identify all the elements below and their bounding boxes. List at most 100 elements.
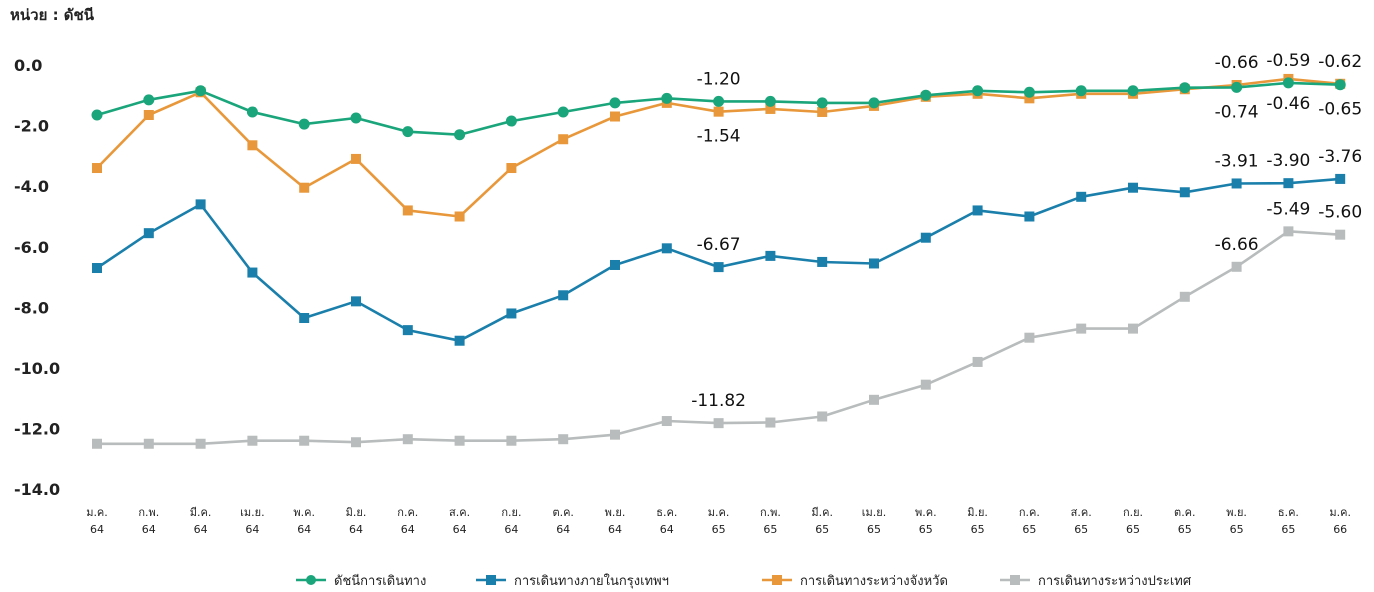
legend-swatch-marker (306, 575, 316, 585)
y-tick-label: 0.0 (14, 56, 42, 75)
data-point (869, 258, 879, 269)
data-point (454, 129, 466, 141)
data-point (1179, 187, 1190, 198)
legend: ดัชนีการเดินทาง การเดินทางภายในกรุงเทพฯ กา… (296, 573, 1192, 589)
x-tick-label: มี.ค. 65 (811, 506, 833, 536)
x-tick-label: ก.ย. 64 (501, 506, 521, 536)
x-tick-label: ส.ค. 65 (1071, 506, 1092, 536)
x-tick-label: ม.ค. 65 (708, 506, 730, 536)
legend-label: การเดินทางระหว่างประเทศ (1038, 574, 1192, 589)
data-point (1282, 77, 1294, 89)
x-tick-label: มิ.ย. 64 (346, 506, 367, 536)
data-label: -5.60 (1318, 203, 1362, 223)
data-point (1075, 85, 1087, 97)
data-point (764, 95, 776, 107)
data-label: -0.65 (1318, 100, 1362, 120)
x-tick-label: ก.ย. 65 (1123, 506, 1143, 536)
data-point (351, 437, 361, 448)
x-tick-label: ก.พ. 64 (138, 506, 159, 536)
series-0 (91, 77, 1346, 141)
y-axis-ticks: 0.0 -2.0 -4.0 -6.0 -8.0 -10.0 -12.0 -14.0 (14, 56, 60, 499)
x-tick-label: ต.ค. 64 (552, 506, 574, 536)
data-point (195, 85, 207, 97)
data-point (1335, 173, 1346, 184)
x-tick-label: พ.ย. 64 (605, 506, 626, 536)
data-point (765, 250, 776, 261)
data-point (1128, 182, 1138, 193)
data-label: -0.46 (1266, 94, 1310, 114)
data-point (506, 435, 517, 446)
data-point (351, 153, 361, 164)
data-point (661, 416, 672, 427)
data-point (972, 356, 983, 367)
series-1 (92, 173, 1346, 346)
data-point (454, 335, 465, 346)
data-point (506, 308, 517, 319)
data-point (817, 411, 828, 422)
data-point (817, 256, 828, 267)
data-label: -5.49 (1266, 199, 1310, 219)
series-3 (92, 226, 1346, 449)
x-tick-label: เม.ย. 65 (862, 506, 886, 536)
data-label: -3.91 (1215, 151, 1259, 171)
data-point (1127, 85, 1139, 97)
data-point (91, 109, 103, 121)
x-tick-label: ต.ค. 65 (1174, 506, 1196, 536)
data-point (1335, 229, 1346, 240)
x-tick-label: เม.ย. 64 (240, 506, 264, 536)
data-labels: -1.20 -1.54 -6.67 -11.82 -0.66 -0.59 -0.62 -0.7… (691, 51, 1362, 411)
data-point (247, 140, 258, 151)
legend-label: ดัชนีการเดินทาง (334, 573, 426, 589)
data-point (1128, 323, 1138, 334)
data-point (402, 325, 413, 336)
x-tick-label: ก.ค. 65 (1019, 506, 1040, 536)
x-tick-label: พ.ย. 65 (1226, 506, 1247, 536)
data-point (558, 290, 569, 301)
data-point (920, 89, 932, 101)
data-label: -11.82 (691, 391, 746, 411)
data-point (92, 163, 102, 174)
y-tick-label: -8.0 (14, 298, 49, 317)
data-point (1231, 261, 1242, 272)
legend-label: การเดินทางระหว่างจังหวัด (800, 574, 948, 589)
data-point (299, 182, 310, 193)
data-label: -0.74 (1215, 102, 1259, 122)
y-tick-label: -10.0 (14, 359, 60, 378)
data-point (765, 103, 776, 114)
legend-swatch-marker (772, 575, 782, 585)
data-point (972, 85, 984, 97)
data-label: -1.54 (697, 127, 741, 147)
data-label: -3.76 (1318, 147, 1362, 167)
data-point (765, 417, 776, 428)
data-point (298, 118, 310, 130)
legend-item: การเดินทางภายในกรุงเทพฯ (476, 573, 669, 589)
data-point (402, 126, 414, 138)
unit-label: หน่วย : ดัชนี (10, 6, 95, 24)
data-point (195, 438, 206, 449)
data-point (713, 95, 725, 107)
data-point (610, 259, 620, 270)
data-point (1024, 332, 1035, 343)
data-point (661, 243, 672, 254)
data-point (868, 97, 880, 109)
data-point (1334, 79, 1346, 91)
data-label: -3.90 (1266, 151, 1310, 171)
data-label: -0.66 (1215, 53, 1259, 73)
data-point (247, 435, 258, 446)
y-tick-label: -4.0 (14, 177, 49, 196)
data-point (506, 163, 517, 174)
y-tick-label: -12.0 (14, 420, 60, 439)
data-point (869, 394, 879, 405)
x-tick-label: ส.ค. 64 (449, 506, 470, 536)
data-point (195, 199, 206, 210)
data-point (454, 435, 465, 446)
data-point (610, 111, 620, 122)
data-point (505, 115, 517, 127)
series-group (91, 73, 1346, 449)
data-point (1231, 178, 1242, 189)
data-point (143, 228, 154, 239)
data-point (143, 94, 155, 106)
data-point (1179, 291, 1190, 302)
data-point (1231, 81, 1243, 93)
